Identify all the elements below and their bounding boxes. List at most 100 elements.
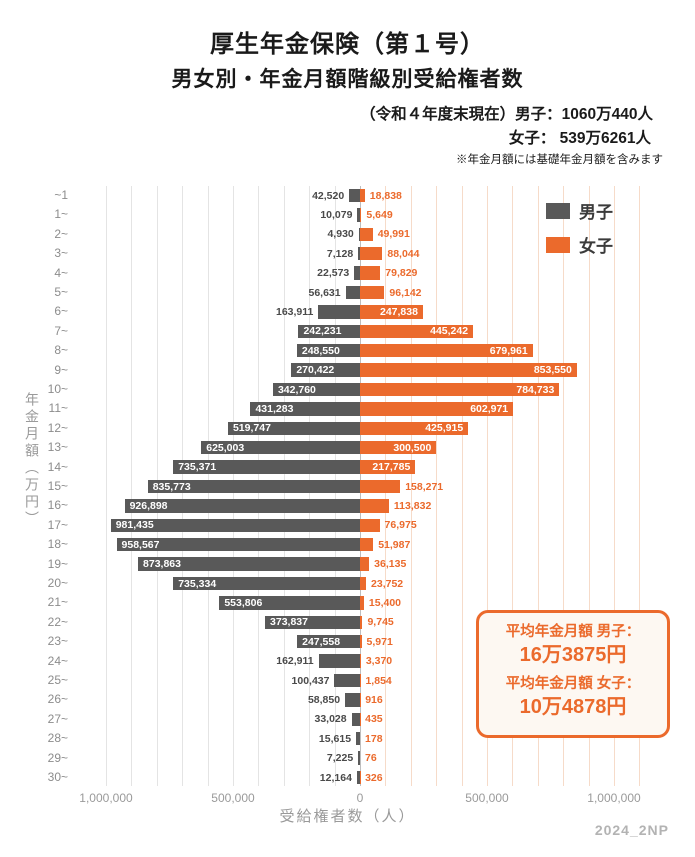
bar-women <box>360 440 437 455</box>
value-label-men: 958,567 <box>121 538 160 551</box>
value-label-women: 247,838 <box>379 305 418 318</box>
value-label-women: 9,745 <box>367 616 394 629</box>
bar-men <box>345 693 360 707</box>
value-label-women: 1,854 <box>365 674 392 687</box>
legend-item-women: 女子 <box>546 232 613 257</box>
bar-men <box>356 770 360 785</box>
category-label: 27~ <box>47 711 68 726</box>
value-label-women: 113,832 <box>393 499 432 512</box>
value-label-men: 12,164 <box>319 771 352 784</box>
value-label-men: 247,558 <box>302 635 341 648</box>
bar-women <box>360 246 383 261</box>
value-label-men: 7,225 <box>326 752 354 765</box>
value-label-men: 625,003 <box>206 441 245 454</box>
value-label-men: 7,128 <box>326 247 354 260</box>
bar-men <box>147 479 360 494</box>
bar-men <box>358 227 360 242</box>
category-label: ~1 <box>54 188 68 202</box>
value-label-men: 242,231 <box>303 325 342 338</box>
category-label: 3~ <box>54 246 68 261</box>
value-label-men: 100,437 <box>291 674 330 687</box>
bar-women <box>360 324 474 339</box>
bar-men <box>318 654 360 668</box>
value-label-women: 15,400 <box>368 596 402 609</box>
bar-women <box>360 615 363 630</box>
value-label-women: 49,991 <box>377 228 410 241</box>
category-label: 14~ <box>47 459 68 474</box>
category-label: 28~ <box>47 731 68 746</box>
value-label-women: 602,971 <box>470 402 509 415</box>
value-label-women: 5,971 <box>366 635 393 648</box>
value-label-women: 96,142 <box>389 286 422 299</box>
legend-swatch-women <box>546 236 570 253</box>
value-label-women: 76 <box>365 752 377 765</box>
bar-women <box>360 305 423 319</box>
gridline-right <box>537 186 539 786</box>
value-label-men: 873,863 <box>143 558 181 571</box>
value-label-women: 88,044 <box>387 247 420 260</box>
gridline-right <box>512 186 514 786</box>
category-label: 25~ <box>47 673 68 687</box>
value-label-men: 735,371 <box>178 461 217 474</box>
legend-label-men: 男子 <box>579 203 613 222</box>
category-label: 10~ <box>47 382 68 396</box>
category-label: 6~ <box>54 304 68 319</box>
value-label-men: 373,837 <box>270 616 308 629</box>
bar-men <box>349 188 360 203</box>
bar-women <box>360 382 560 397</box>
bar-men <box>356 731 360 746</box>
bar-men <box>250 402 360 416</box>
avg-men-value: 16万3875円 <box>519 644 627 666</box>
bar-women <box>360 557 370 571</box>
category-label: 4~ <box>54 265 68 280</box>
bar-women <box>360 343 533 358</box>
bar-men <box>265 615 360 630</box>
value-label-men: 15,615 <box>318 732 352 745</box>
chart-title: 厚生年金保険（第１号） <box>210 31 485 58</box>
category-label: 17~ <box>47 517 68 532</box>
gridline-right <box>588 186 590 786</box>
category-label: 16~ <box>47 498 68 513</box>
x-tick-label: 1,000,000 <box>587 791 641 805</box>
category-label: 13~ <box>47 440 68 455</box>
bar-men <box>345 285 360 300</box>
bar-men <box>318 305 360 319</box>
category-label: 15~ <box>47 479 68 493</box>
bar-women <box>360 596 364 610</box>
gridline-right <box>487 186 488 786</box>
category-label: 7~ <box>54 323 68 338</box>
x-tick-label: 500,000 <box>465 791 509 805</box>
bar-men <box>124 499 360 513</box>
bar-men <box>173 576 360 591</box>
value-label-men: 835,773 <box>152 480 191 493</box>
bar-men <box>201 440 360 455</box>
value-label-women: 326 <box>365 771 383 784</box>
gridline-right <box>614 186 615 786</box>
value-label-women: 916 <box>365 693 383 706</box>
category-label: 29~ <box>47 750 68 765</box>
bar-women <box>360 654 361 668</box>
x-tick-label: 0 <box>356 791 364 805</box>
bar-men <box>110 518 360 533</box>
legend-item-men: 男子 <box>546 198 613 223</box>
gridline-right <box>436 186 438 786</box>
x-tick-label: 500,000 <box>211 791 255 805</box>
category-label: 19~ <box>47 556 68 571</box>
bar-women <box>360 363 577 377</box>
bar-men <box>291 363 360 377</box>
value-label-women: 425,915 <box>425 422 464 435</box>
watermark: 2024_2NP <box>594 822 669 838</box>
stat-men-total: （令和４年度末現在）男子：1060万440人 <box>360 106 653 123</box>
bar-women <box>360 421 469 436</box>
value-label-men: 162,911 <box>276 655 314 668</box>
value-label-women: 435 <box>365 713 383 726</box>
footnote: ※年金月額には基礎年金月額を含みます <box>456 154 663 166</box>
bar-women <box>360 460 416 474</box>
gridline-left <box>131 186 133 786</box>
value-label-women: 178 <box>365 732 383 745</box>
value-label-women: 5,649 <box>366 208 393 221</box>
value-label-women: 18,838 <box>369 189 402 202</box>
bar-men <box>272 382 360 397</box>
chart-subtitle: 男女別・年金月額階級別受給権者数 <box>171 68 524 91</box>
